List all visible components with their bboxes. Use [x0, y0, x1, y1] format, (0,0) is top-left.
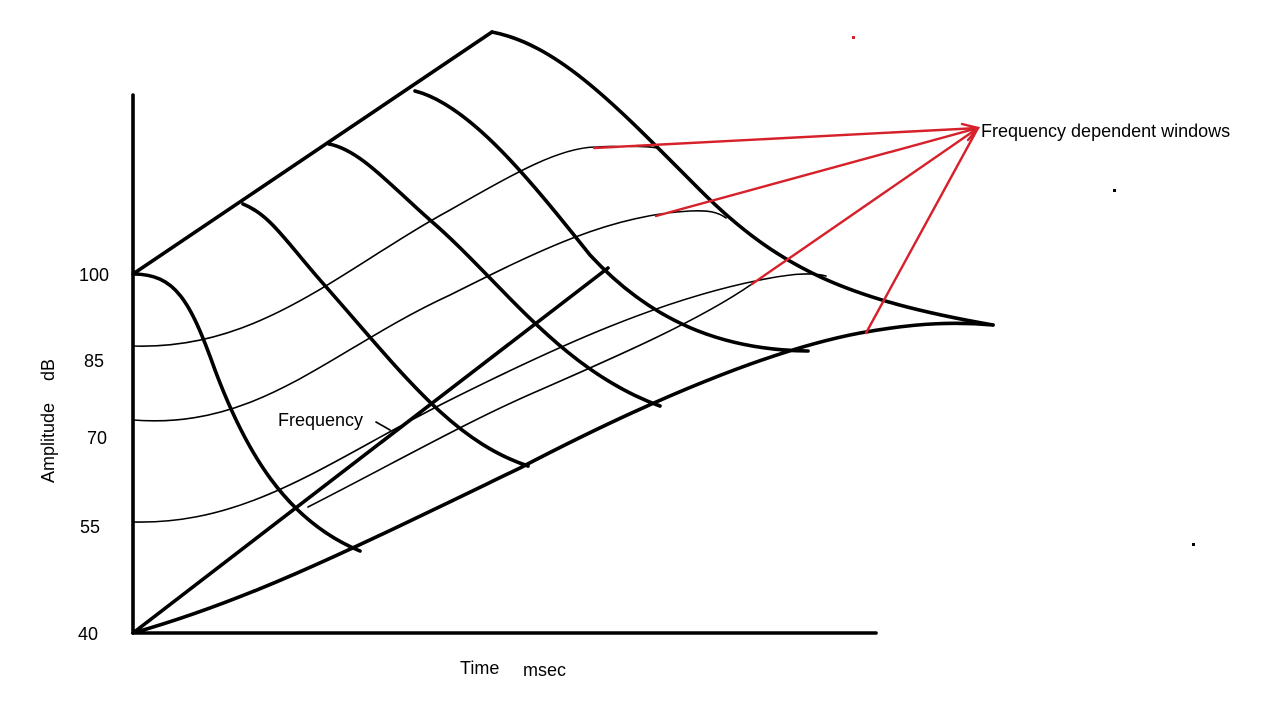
y-tick-70: 70 — [87, 428, 107, 448]
y-tick-85: 85 — [84, 351, 104, 371]
frequency-axis — [131, 266, 610, 635]
pointer-line-3 — [750, 126, 980, 286]
frequency-slice-2 — [132, 209, 727, 422]
decay-curve-5 — [490, 30, 995, 327]
window-pointers — [592, 122, 981, 335]
frequency-label-leader — [375, 421, 391, 431]
y-axis-label: Amplitude — [38, 403, 58, 483]
x-axis-label: Time — [460, 658, 499, 678]
frequency-slice-4 — [307, 283, 753, 508]
stray-dot — [1113, 189, 1116, 192]
frequency-slice-3 — [132, 273, 827, 523]
windows-label: Frequency dependent windows — [981, 121, 1230, 141]
y-tick-55: 55 — [80, 517, 100, 537]
stray-dot — [1192, 543, 1195, 546]
y-tick-40: 40 — [78, 624, 98, 644]
frequency-label: Frequency — [278, 410, 363, 430]
stray-dot — [852, 36, 855, 39]
decay-curve-4 — [413, 89, 810, 353]
y-axis-unit: dB — [38, 359, 58, 381]
envelope-top-edge — [131, 30, 494, 276]
frequency-slice-1 — [132, 145, 658, 347]
pointer-arrowhead — [960, 122, 981, 142]
y-tick-100: 100 — [79, 265, 109, 285]
decay-curve-1 — [131, 272, 362, 553]
envelope-bottom-edge — [131, 321, 995, 635]
pointer-line-4 — [864, 126, 980, 335]
x-axis-unit: msec — [523, 660, 566, 680]
pointer-line-1 — [592, 126, 980, 150]
decay-curve-2 — [241, 202, 530, 468]
pointer-line-2 — [654, 126, 980, 218]
